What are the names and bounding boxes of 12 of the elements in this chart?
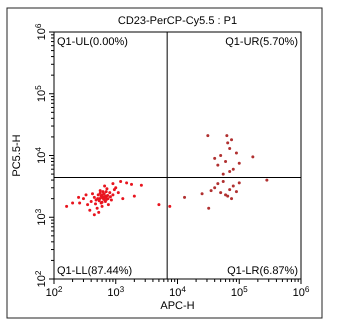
annotation: Q1-LR(6.87%) [227, 265, 298, 277]
y-axis-title: PC5.5-H [11, 134, 23, 177]
x-axis-title: APC-H [160, 300, 195, 312]
x-tick-label: 10$^{2}$ [46, 284, 63, 299]
chart-title: CD23-PerCP-Cy5.5 : P1 [118, 15, 238, 27]
x-tick-label: 10$^{4}$ [169, 284, 186, 299]
annotation: Q1-LL(87.44%) [57, 265, 132, 277]
x-tick-label: 10$^{6}$ [292, 284, 310, 299]
annotation: Q1-UL(0.00%) [57, 36, 128, 48]
annotation: Q1-UR(5.70%) [225, 36, 298, 48]
x-tick-label: 10$^{5}$ [230, 284, 248, 299]
x-tick-label: 10$^{3}$ [107, 284, 125, 299]
